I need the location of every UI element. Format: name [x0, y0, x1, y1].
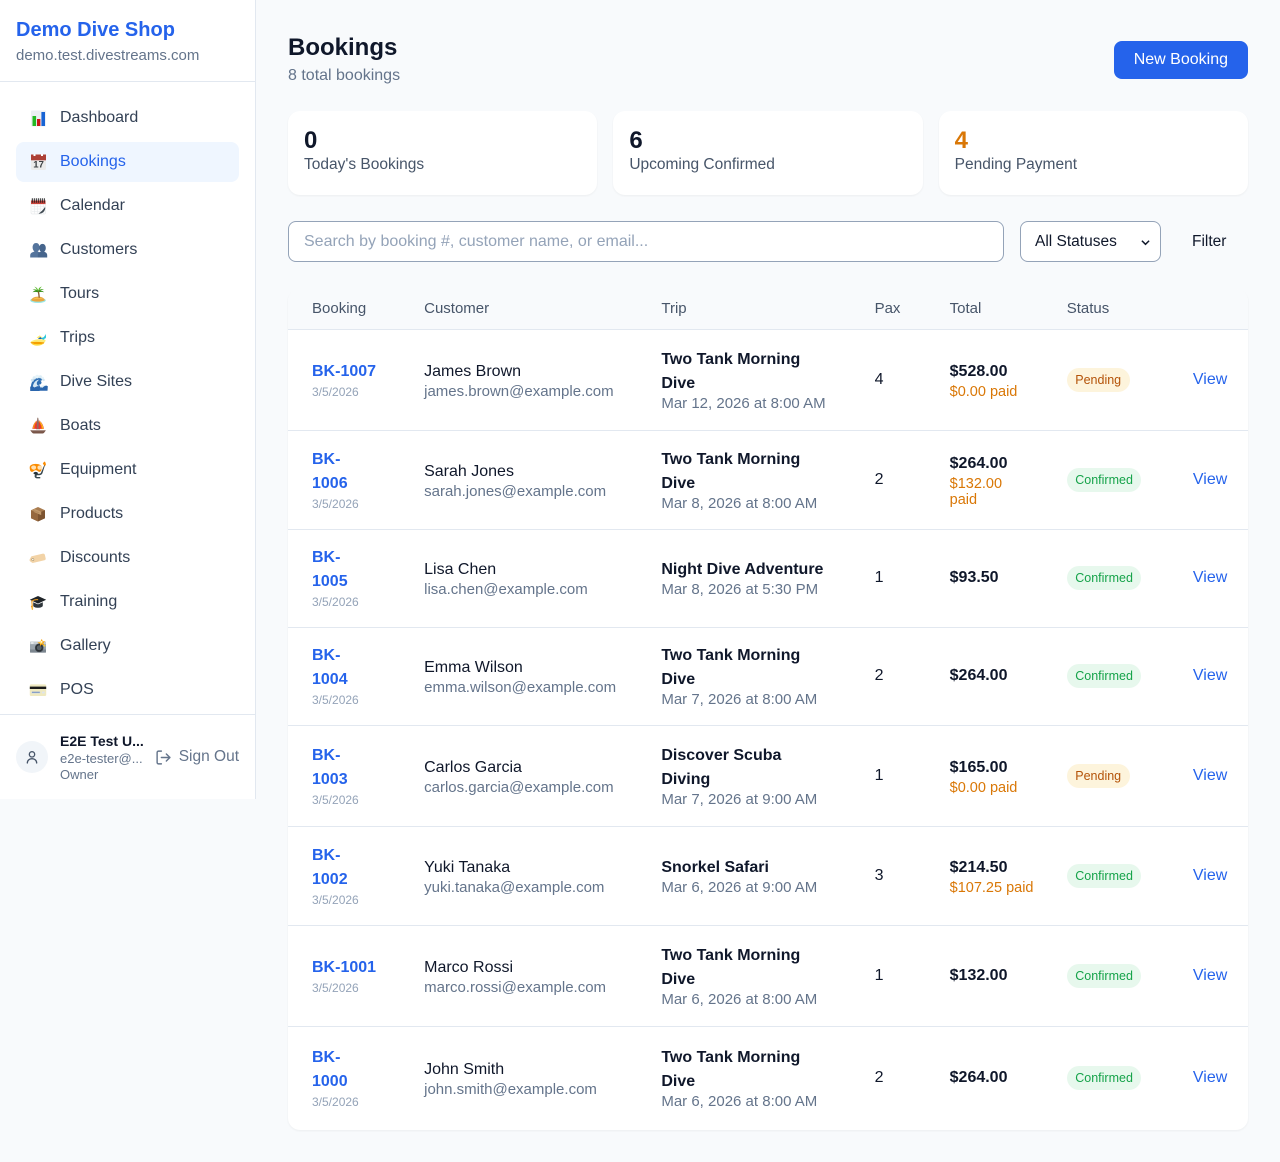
svg-text:17: 17: [33, 160, 44, 171]
